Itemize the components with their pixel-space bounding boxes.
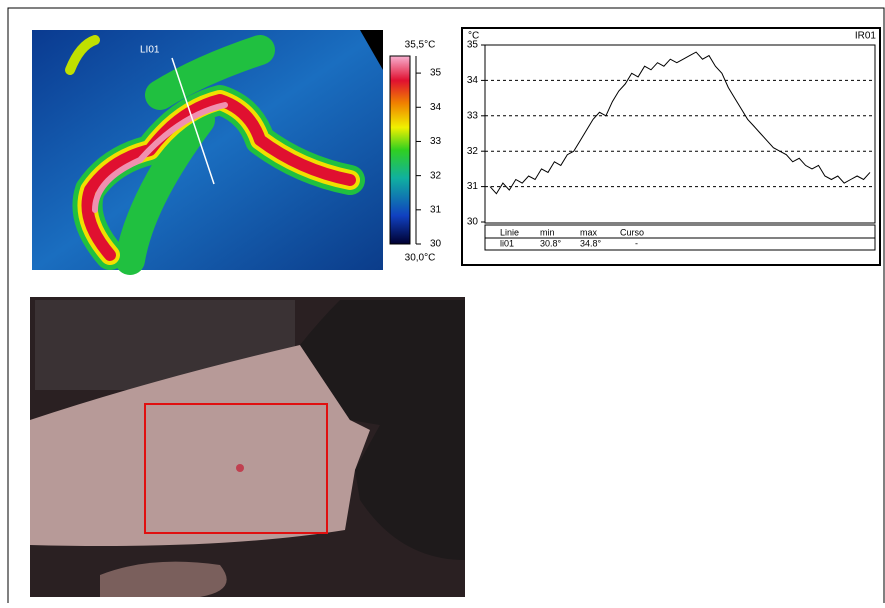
colorbar-tick-label: 35	[430, 68, 442, 79]
colorbar-tick-label: 33	[430, 136, 442, 147]
y-tick-label: 32	[467, 146, 479, 157]
chart-frame	[462, 28, 880, 265]
y-tick-label: 30	[467, 217, 479, 228]
table-header: min	[540, 227, 555, 237]
photo	[30, 297, 465, 597]
line-label: LI01	[140, 45, 160, 56]
table-header: Linie	[500, 227, 519, 237]
table-header: max	[580, 227, 598, 237]
colorbar-min: 30,0°C	[405, 253, 436, 264]
y-tick-label: 33	[467, 110, 479, 121]
page: {"thermal":{"line_label":"LI01","max_lab…	[0, 0, 885, 603]
colorbar: 35,5°C 30,0°C	[390, 40, 435, 264]
document: LI01 35,5°C 30,0°C °C IR01 3031323334353…	[0, 0, 885, 603]
colorbar-tick-label: 34	[430, 102, 442, 113]
y-tick-label: 35	[467, 40, 479, 51]
colorbar-tick-label: 32	[430, 170, 442, 181]
table-cell: -	[635, 238, 638, 248]
plot-area	[485, 45, 875, 223]
y-tick-label: 34	[467, 75, 479, 86]
thermal-image: LI01	[32, 30, 383, 270]
colorbar-tick-label: 31	[430, 204, 442, 215]
y-tick-label: 31	[467, 181, 479, 192]
table-cell: 34.8°	[580, 238, 602, 248]
table-header: Curso	[620, 227, 644, 237]
profile-line	[490, 52, 870, 194]
colorbar-tick-label: 30	[430, 239, 442, 250]
table-cell: li01	[500, 238, 514, 248]
chart-title: IR01	[855, 31, 877, 42]
table-cell: 30.8°	[540, 238, 562, 248]
colorbar-max: 35,5°C	[405, 40, 436, 51]
